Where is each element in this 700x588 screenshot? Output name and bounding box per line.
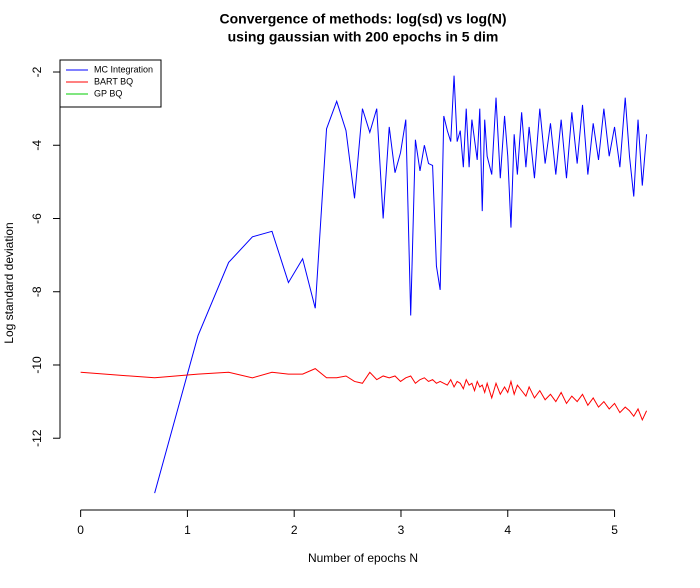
x-tick-label: 3 [398, 523, 405, 537]
legend-box [59, 59, 162, 108]
x-axis-title: Number of epochs N [308, 551, 418, 565]
x-tick-label: 1 [184, 523, 191, 537]
y-tick-label: -8 [30, 286, 44, 297]
y-tick-label: -2 [30, 66, 44, 77]
legend-label: MC Integration [94, 64, 153, 74]
y-tick-label: -10 [30, 356, 44, 374]
chart-title: Convergence of methods: log(sd) vs log(N… [219, 11, 506, 27]
legend-label: BART BQ [94, 76, 133, 86]
x-tick-label: 5 [611, 523, 618, 537]
y-tick-label: -6 [30, 213, 44, 224]
x-tick-label: 2 [291, 523, 298, 537]
chart-subtitle: using gaussian with 200 epochs in 5 dim [228, 29, 499, 45]
y-tick-label: -12 [30, 429, 44, 447]
y-tick-label: -4 [30, 140, 44, 151]
x-tick-label: 4 [504, 523, 511, 537]
y-axis-title: Log standard deviation [2, 222, 16, 343]
series-line [80, 368, 648, 422]
legend-label: GP BQ [94, 88, 122, 98]
series-line [154, 75, 648, 494]
x-tick-label: 0 [77, 523, 84, 537]
